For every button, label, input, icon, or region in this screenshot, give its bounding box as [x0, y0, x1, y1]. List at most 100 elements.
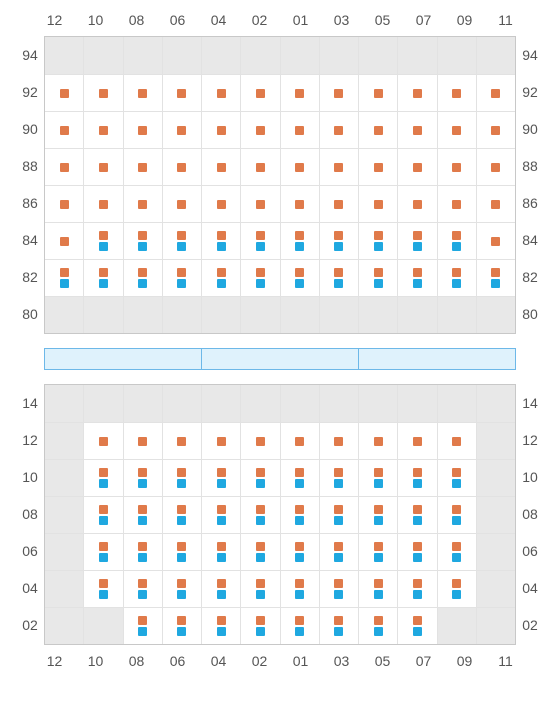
seat-cell[interactable] [358, 75, 397, 111]
seat-cell[interactable] [162, 186, 201, 222]
seat-cell[interactable] [280, 608, 319, 644]
seat-cell[interactable] [397, 460, 436, 496]
seat-cell[interactable] [437, 112, 476, 148]
seat-cell[interactable] [83, 186, 122, 222]
seat-cell[interactable] [280, 223, 319, 259]
seat-cell[interactable] [280, 534, 319, 570]
seat-cell[interactable] [45, 186, 83, 222]
seat-cell[interactable] [319, 223, 358, 259]
seat-cell[interactable] [240, 460, 279, 496]
seat-cell[interactable] [397, 149, 436, 185]
seat-cell[interactable] [83, 571, 122, 607]
seat-cell[interactable] [280, 112, 319, 148]
seat-cell[interactable] [201, 423, 240, 459]
seat-cell[interactable] [437, 571, 476, 607]
seat-cell[interactable] [240, 497, 279, 533]
seat-cell[interactable] [240, 112, 279, 148]
seat-cell[interactable] [201, 75, 240, 111]
seat-cell[interactable] [201, 112, 240, 148]
seat-cell[interactable] [201, 608, 240, 644]
seat-cell[interactable] [123, 112, 162, 148]
seat-cell[interactable] [358, 608, 397, 644]
seat-cell[interactable] [162, 112, 201, 148]
seat-cell[interactable] [240, 608, 279, 644]
seat-cell[interactable] [397, 423, 436, 459]
seat-cell[interactable] [476, 149, 515, 185]
seat-cell[interactable] [201, 497, 240, 533]
seat-cell[interactable] [45, 112, 83, 148]
seat-cell[interactable] [319, 112, 358, 148]
seat-cell[interactable] [123, 497, 162, 533]
seat-cell[interactable] [83, 112, 122, 148]
seat-cell[interactable] [83, 423, 122, 459]
seat-cell[interactable] [240, 423, 279, 459]
seat-cell[interactable] [476, 260, 515, 296]
seat-cell[interactable] [397, 260, 436, 296]
seat-cell[interactable] [397, 112, 436, 148]
seat-cell[interactable] [437, 423, 476, 459]
seat-cell[interactable] [437, 75, 476, 111]
seat-cell[interactable] [319, 534, 358, 570]
seat-cell[interactable] [280, 149, 319, 185]
seat-cell[interactable] [83, 149, 122, 185]
seat-cell[interactable] [358, 112, 397, 148]
seat-cell[interactable] [123, 186, 162, 222]
seat-cell[interactable] [319, 75, 358, 111]
seat-cell[interactable] [123, 149, 162, 185]
seat-cell[interactable] [123, 260, 162, 296]
seat-cell[interactable] [83, 75, 122, 111]
seat-cell[interactable] [162, 571, 201, 607]
seat-cell[interactable] [240, 260, 279, 296]
seat-cell[interactable] [240, 571, 279, 607]
seat-cell[interactable] [358, 534, 397, 570]
seat-cell[interactable] [123, 460, 162, 496]
seat-cell[interactable] [358, 423, 397, 459]
seat-cell[interactable] [201, 534, 240, 570]
seat-cell[interactable] [358, 571, 397, 607]
seat-cell[interactable] [319, 571, 358, 607]
seat-cell[interactable] [201, 223, 240, 259]
seat-cell[interactable] [201, 460, 240, 496]
seat-cell[interactable] [476, 186, 515, 222]
seat-cell[interactable] [437, 149, 476, 185]
seat-cell[interactable] [358, 186, 397, 222]
seat-cell[interactable] [280, 460, 319, 496]
seat-cell[interactable] [240, 223, 279, 259]
seat-cell[interactable] [358, 149, 397, 185]
seat-cell[interactable] [319, 149, 358, 185]
seat-cell[interactable] [162, 534, 201, 570]
seat-cell[interactable] [123, 534, 162, 570]
seat-cell[interactable] [319, 260, 358, 296]
seat-cell[interactable] [45, 75, 83, 111]
seat-cell[interactable] [397, 75, 436, 111]
seat-cell[interactable] [397, 497, 436, 533]
seat-cell[interactable] [201, 571, 240, 607]
seat-cell[interactable] [358, 460, 397, 496]
seat-cell[interactable] [240, 186, 279, 222]
seat-cell[interactable] [397, 534, 436, 570]
seat-cell[interactable] [240, 534, 279, 570]
seat-cell[interactable] [83, 223, 122, 259]
seat-cell[interactable] [162, 149, 201, 185]
seat-cell[interactable] [397, 608, 436, 644]
seat-cell[interactable] [397, 186, 436, 222]
seat-cell[interactable] [201, 260, 240, 296]
seat-cell[interactable] [476, 112, 515, 148]
seat-cell[interactable] [280, 423, 319, 459]
seat-cell[interactable] [280, 571, 319, 607]
seat-cell[interactable] [319, 608, 358, 644]
seat-cell[interactable] [319, 460, 358, 496]
seat-cell[interactable] [162, 260, 201, 296]
seat-cell[interactable] [83, 460, 122, 496]
seat-cell[interactable] [162, 75, 201, 111]
seat-cell[interactable] [280, 260, 319, 296]
seat-cell[interactable] [162, 223, 201, 259]
seat-cell[interactable] [319, 423, 358, 459]
seat-cell[interactable] [397, 571, 436, 607]
seat-cell[interactable] [319, 186, 358, 222]
seat-cell[interactable] [83, 260, 122, 296]
seat-cell[interactable] [162, 460, 201, 496]
seat-cell[interactable] [476, 75, 515, 111]
seat-cell[interactable] [358, 223, 397, 259]
seat-cell[interactable] [280, 186, 319, 222]
